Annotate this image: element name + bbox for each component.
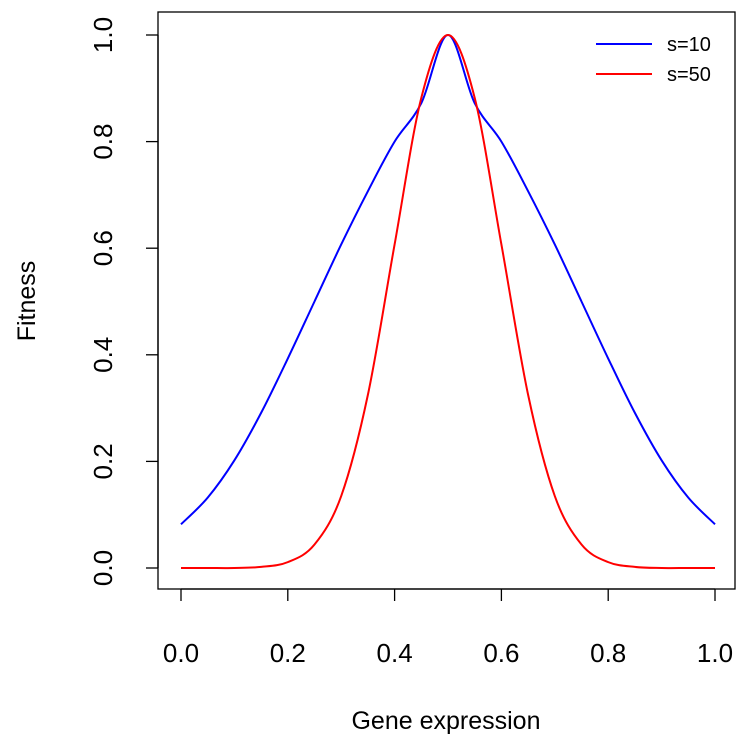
x-tick-label: 0.6 bbox=[483, 638, 519, 668]
x-axis-ticks: 0.0 0.2 0.4 0.6 0.8 1.0 bbox=[163, 589, 733, 668]
y-axis-ticks: 0.0 0.2 0.4 0.6 0.8 1.0 bbox=[88, 17, 158, 586]
legend-label-s50: s=50 bbox=[667, 64, 711, 86]
x-tick-label: 0.4 bbox=[377, 638, 413, 668]
y-axis: 0.0 0.2 0.4 0.6 0.8 1.0 bbox=[88, 17, 159, 586]
x-tick-label: 0.0 bbox=[163, 638, 199, 668]
x-tick-label: 0.8 bbox=[590, 638, 626, 668]
y-tick-label: 0.0 bbox=[88, 550, 118, 586]
y-tick-label: 0.2 bbox=[88, 443, 118, 479]
y-tick-label: 1.0 bbox=[88, 17, 118, 53]
x-tick-label: 0.2 bbox=[270, 638, 306, 668]
y-tick-label: 0.6 bbox=[88, 230, 118, 266]
y-tick-label: 0.4 bbox=[88, 337, 118, 373]
x-tick-label: 1.0 bbox=[697, 638, 733, 668]
y-axis-title: Fitness bbox=[13, 261, 41, 342]
x-axis-title: Gene expression bbox=[351, 707, 540, 735]
x-axis: 0.0 0.2 0.4 0.6 0.8 1.0 bbox=[163, 588, 733, 668]
y-tick-label: 0.8 bbox=[88, 124, 118, 160]
legend-label-s10: s=10 bbox=[667, 34, 711, 56]
legend: s=10 s=50 bbox=[596, 34, 711, 86]
series-group bbox=[180, 33, 716, 570]
series-line-s50 bbox=[181, 33, 715, 570]
